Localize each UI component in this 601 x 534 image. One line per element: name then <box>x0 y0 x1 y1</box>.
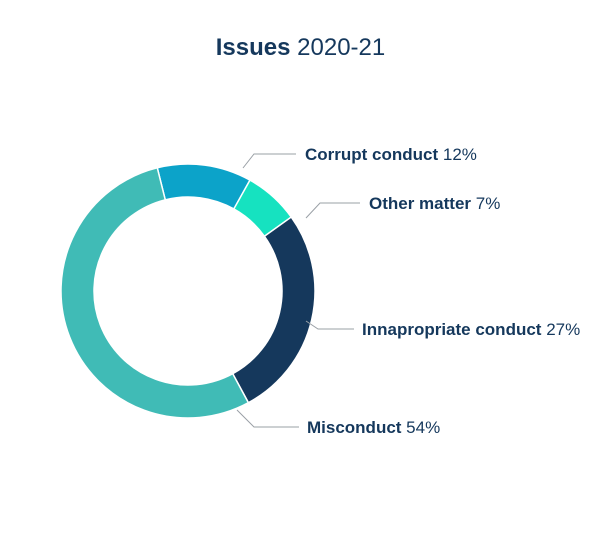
slice-label: Corrupt conduct 12% <box>305 145 477 164</box>
slice-label-value: 7% <box>471 194 500 213</box>
donut-slice-corrupt-conduct <box>156 163 251 210</box>
slice-label: Misconduct 54% <box>307 418 440 437</box>
slice-label-name: Misconduct <box>307 418 402 437</box>
chart-title-year: 2020-21 <box>297 34 386 61</box>
slice-label-value: 12% <box>438 145 477 164</box>
slice-label: Other matter 7% <box>369 194 500 213</box>
slice-label-name: Other matter <box>369 194 471 213</box>
chart-title-main: Issues <box>215 34 291 61</box>
slice-label-name: Innapropriate conduct <box>362 320 542 339</box>
slice-label-value: 54% <box>401 418 440 437</box>
slice-label: Innapropriate conduct 27% <box>362 320 580 339</box>
slice-label-name: Corrupt conduct <box>305 145 438 164</box>
chart-title: Issues 2020-21 <box>0 34 601 62</box>
leader-line <box>236 409 299 428</box>
donut-slice-misconduct <box>60 166 250 419</box>
leader-line <box>242 153 296 169</box>
leader-line <box>305 202 360 219</box>
slice-label-value: 27% <box>541 320 580 339</box>
donut-slice-innapropriate-conduct <box>231 216 316 404</box>
leader-line <box>305 320 354 330</box>
